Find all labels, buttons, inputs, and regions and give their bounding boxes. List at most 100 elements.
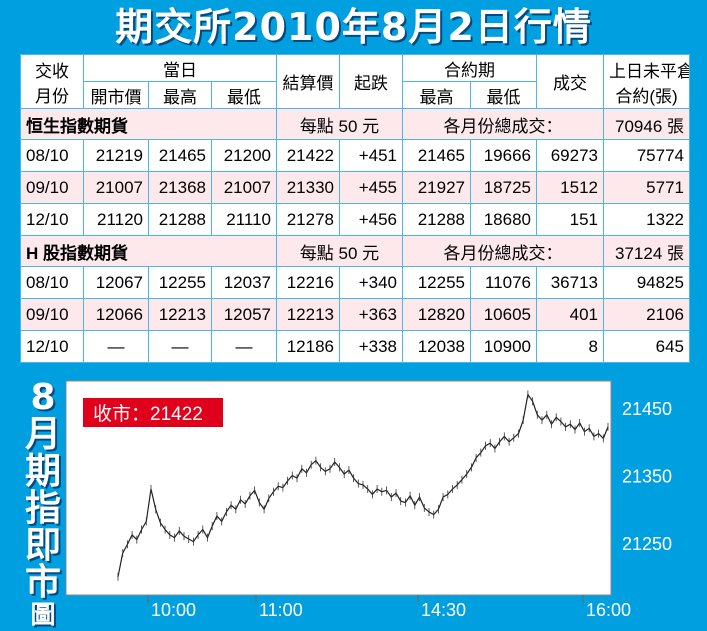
cell-change: +451 <box>339 139 403 172</box>
chart-title-char: 即 <box>24 525 61 566</box>
close-badge <box>83 398 223 427</box>
cell-oi: 94825 <box>603 266 690 299</box>
cell-month: 09/10 <box>20 171 84 204</box>
cell-settle: 12186 <box>276 330 340 363</box>
cell-month: 12/10 <box>20 330 84 363</box>
cell-low: 12057 <box>211 298 277 331</box>
cell-c_low: 10900 <box>470 330 537 363</box>
chart-title-char: 期 <box>24 451 61 492</box>
header-volume: 成交 <box>536 54 604 109</box>
header-settle: 結算價 <box>276 54 340 109</box>
header-low: 最低 <box>211 81 277 109</box>
cell-open: — <box>83 330 149 363</box>
header-contract-month-line2: 月份 <box>35 86 69 106</box>
cell-volume: 151 <box>536 203 604 236</box>
cell-open: 21219 <box>83 139 149 172</box>
cell-c_low: 10605 <box>470 298 537 331</box>
y-tick-label: 21450 <box>622 399 672 419</box>
header-row-1: 交收 月份 當日 結算價 起跌 合約期 成交 上日未平倉 合約(張) <box>20 54 690 109</box>
cell-month: 08/10 <box>20 266 84 299</box>
cell-high: 21288 <box>148 203 212 236</box>
section-per-point: 每點 50 元 <box>276 108 403 140</box>
table-row: 08/10 21219 21465 21200 21422 +451 21465 19666 6… <box>20 139 690 172</box>
cell-high: 21368 <box>148 171 212 204</box>
header-oi-line2: 合約(張) <box>615 86 678 106</box>
section-volume-total: 37124 張 <box>603 235 690 267</box>
section-header-row: 恒生指數期貨 每點 50 元各月份總成交： 70946 張 <box>20 108 690 140</box>
intraday-chart: 21250 21350 21450 10:00 11:00 14:30 16:00 收市：2… <box>65 380 672 620</box>
table-body: 恒生指數期貨 每點 50 元各月份總成交： 70946 張 08/10 21219 214… <box>20 108 690 363</box>
header-contract-month-line1: 交收 <box>35 61 69 81</box>
cell-high: 21465 <box>148 139 212 172</box>
header-oi-line1: 上日未平倉 <box>609 61 690 81</box>
cell-low: 21200 <box>211 139 277 172</box>
cell-volume: 8 <box>536 330 604 363</box>
cell-change: +340 <box>339 266 403 299</box>
section-per-point: 每點 50 元 <box>276 235 403 267</box>
cell-settle: 21278 <box>276 203 340 236</box>
cell-oi: 645 <box>603 330 690 363</box>
cell-open: 12067 <box>83 266 149 299</box>
section-name: H 股指數期貨 <box>20 235 277 267</box>
cell-low: 21007 <box>211 171 277 204</box>
chart-title-char: 月 <box>24 414 61 455</box>
chart-area: 21250 21350 21450 10:00 11:00 14:30 16:00 收市：2… <box>0 370 707 631</box>
cell-c_low: 18725 <box>470 171 537 204</box>
cell-c_low: 11076 <box>470 266 537 299</box>
futures-table: 交收 月份 當日 結算價 起跌 合約期 成交 上日未平倉 合約(張) 開市價 最… <box>20 54 690 363</box>
cell-month: 12/10 <box>20 203 84 236</box>
header-open-interest: 上日未平倉 合約(張) <box>603 54 690 109</box>
y-tick-label: 21350 <box>622 467 672 487</box>
cell-settle: 21330 <box>276 171 340 204</box>
cell-high: 12255 <box>148 266 212 299</box>
table-row: 08/10 12067 12255 12037 12216 +340 12255 11076 3… <box>20 266 690 299</box>
cell-settle: 21422 <box>276 139 340 172</box>
chart-vertical-title: 8 月 期 指 即 市 圖 <box>22 380 64 630</box>
close-badge-label: 收市：21422 <box>93 403 203 425</box>
cell-oi: 75774 <box>603 139 690 172</box>
cell-month: 09/10 <box>20 298 84 331</box>
section-volume-label: 各月份總成交： <box>402 108 604 140</box>
chart-title-char: 指 <box>24 488 61 529</box>
cell-c_high: 12820 <box>402 298 471 331</box>
header-contract-high: 最高 <box>402 81 471 109</box>
x-tick-label: 11:00 <box>259 600 303 620</box>
x-tick-label: 10:00 <box>151 600 196 620</box>
section-volume-label: 各月份總成交： <box>402 235 604 267</box>
section-header-row: H 股指數期貨 每點 50 元各月份總成交： 37124 張 <box>20 235 690 267</box>
header-contract-low: 最低 <box>470 81 537 109</box>
cell-c_low: 19666 <box>470 139 537 172</box>
table-row: 09/10 12066 12213 12057 12213 +363 12820 10605 4… <box>20 298 690 331</box>
cell-open: 12066 <box>83 298 149 331</box>
chart-title-char: 圖 <box>30 600 56 629</box>
header-row-2: 開市價 最高 最低 最高 最低 <box>21 81 690 109</box>
cell-volume: 69273 <box>536 139 604 172</box>
cell-oi: 1322 <box>603 203 690 236</box>
header-open: 開市價 <box>83 81 149 109</box>
cell-low: 21110 <box>211 203 277 236</box>
cell-low: 12037 <box>211 266 277 299</box>
cell-change: +338 <box>339 330 403 363</box>
cell-c_low: 18680 <box>470 203 537 236</box>
table-row: 12/10 21120 21288 21110 21278 +456 21288 18680 1… <box>20 203 690 236</box>
header-high: 最高 <box>148 81 212 109</box>
cell-c_high: 21927 <box>402 171 471 204</box>
cell-month: 08/10 <box>20 139 84 172</box>
cell-high: 12213 <box>148 298 212 331</box>
y-tick-label: 21250 <box>622 534 672 554</box>
x-tick-label: 16:00 <box>586 600 631 620</box>
header-day-group: 當日 <box>83 54 277 82</box>
cell-volume: 1512 <box>536 171 604 204</box>
cell-volume: 36713 <box>536 266 604 299</box>
header-change: 起跌 <box>339 54 403 109</box>
cell-change: +363 <box>339 298 403 331</box>
x-tick-label: 14:30 <box>421 600 466 620</box>
cell-oi: 2106 <box>603 298 690 331</box>
section-name: 恒生指數期貨 <box>20 108 277 140</box>
cell-c_high: 12038 <box>402 330 471 363</box>
cell-c_high: 12255 <box>402 266 471 299</box>
table-row: 09/10 21007 21368 21007 21330 +455 21927 18725 1… <box>20 171 690 204</box>
section-volume-total: 70946 張 <box>603 108 690 140</box>
cell-open: 21007 <box>83 171 149 204</box>
